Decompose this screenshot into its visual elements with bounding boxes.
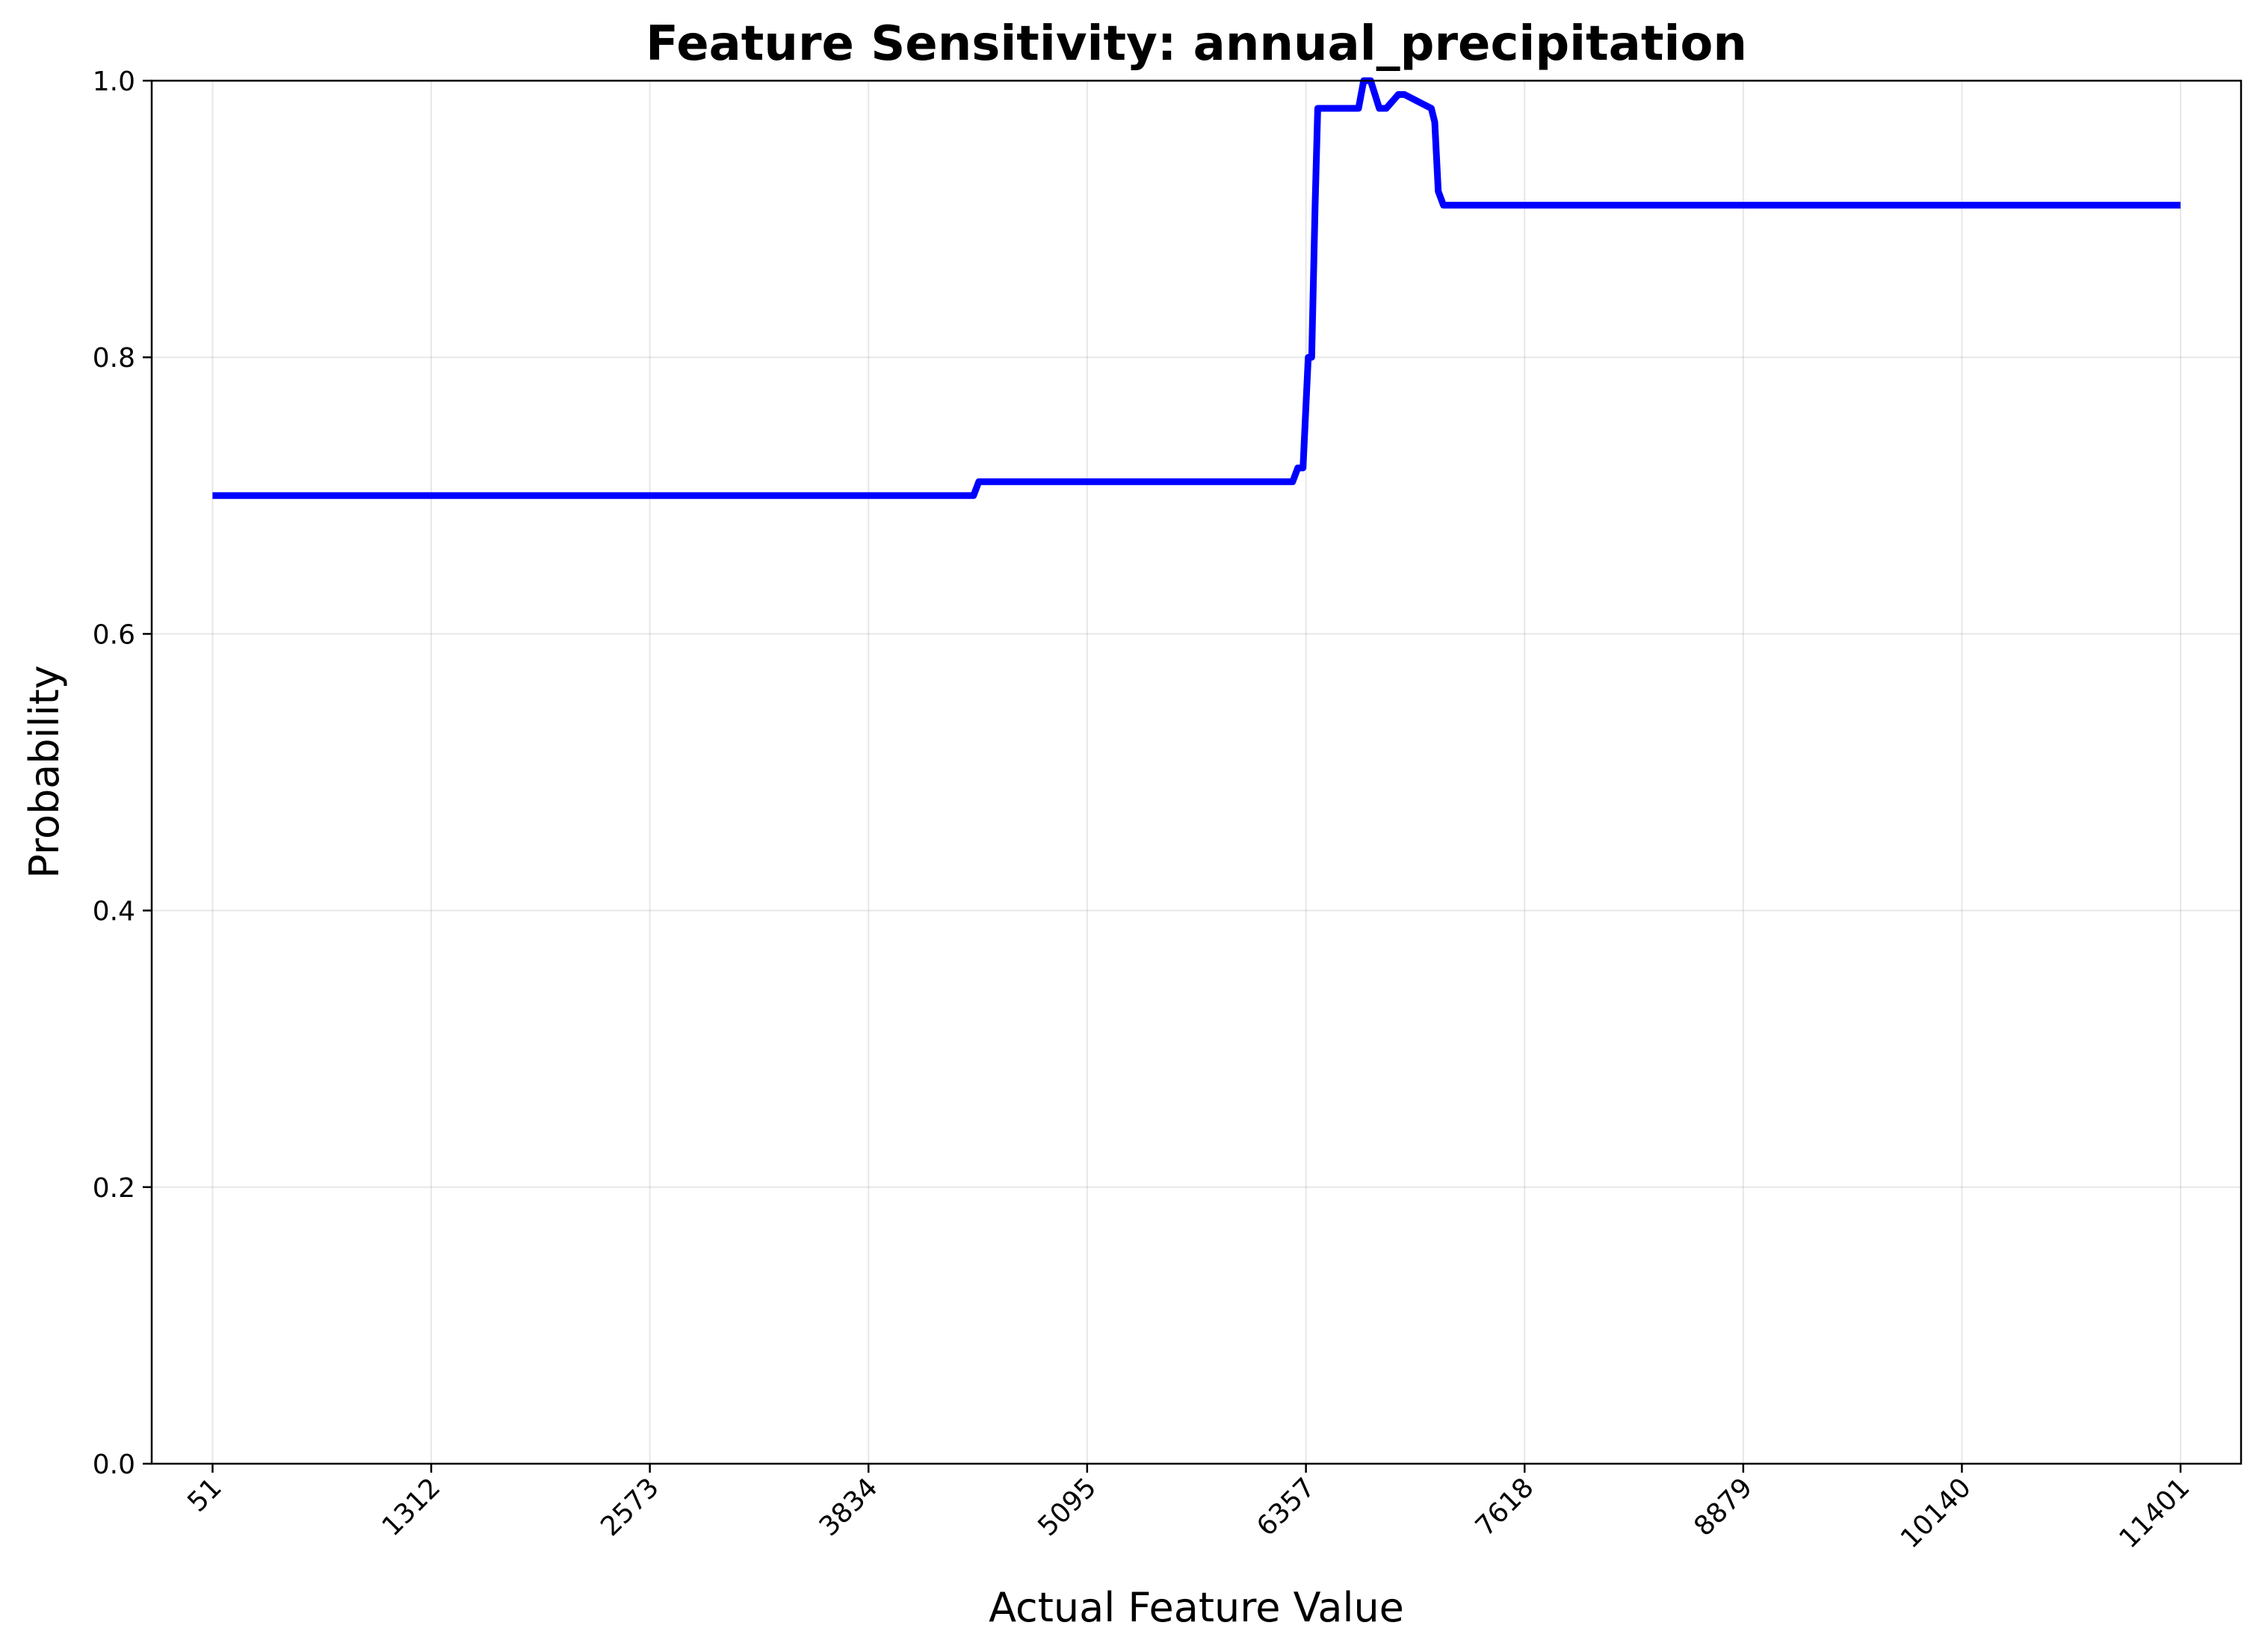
- ticks: 51 1312 2573 3834 5095 6357 7618 8879 10140 11401…: [93, 66, 2196, 1554]
- series-line-0: [212, 77, 2181, 499]
- y-tick-label: 0.8: [93, 343, 135, 374]
- x-axis-label: Actual Feature Value: [989, 1584, 1404, 1631]
- x-tick-label: 3834: [814, 1472, 884, 1542]
- data-layer: [212, 77, 2181, 499]
- y-axis-label: Probability: [21, 665, 68, 878]
- plot-frame: [150, 79, 2243, 1465]
- x-tick-label: 11401: [2113, 1472, 2195, 1554]
- x-tick-label: 5095: [1032, 1472, 1102, 1542]
- y-tick-label: 0.2: [93, 1173, 135, 1204]
- x-tick-label: 6357: [1251, 1472, 1321, 1542]
- y-tick-label: 0.4: [93, 897, 135, 927]
- x-tick-label: 8879: [1688, 1472, 1758, 1542]
- x-tick-label: 7618: [1470, 1472, 1540, 1542]
- y-tick-label: 0.6: [93, 619, 135, 650]
- x-tick-label: 10140: [1895, 1472, 1977, 1554]
- y-tick-label: 1.0: [93, 66, 135, 97]
- chart-title: Feature Sensitivity: annual_precipitatio…: [646, 16, 1747, 72]
- x-tick-label: 1312: [377, 1472, 447, 1542]
- x-tick-label: 51: [182, 1472, 227, 1518]
- x-tick-label: 2573: [595, 1472, 665, 1542]
- grid: [152, 80, 2241, 1464]
- y-tick-label: 0.0: [93, 1450, 135, 1480]
